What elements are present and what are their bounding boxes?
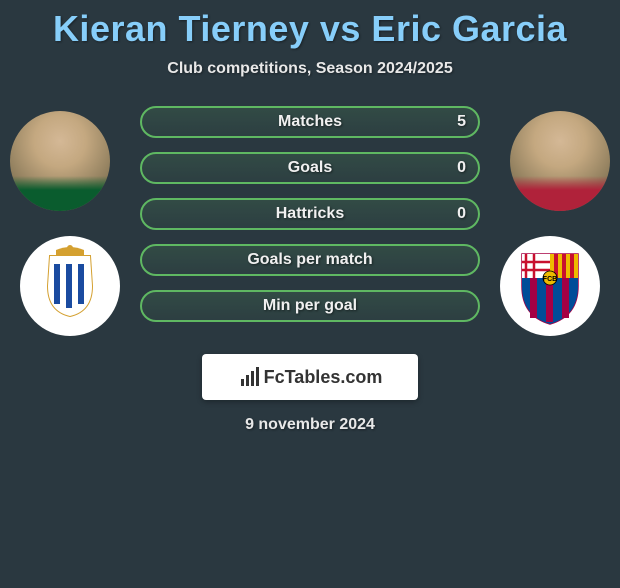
brand-text: FcTables.com [264, 367, 383, 388]
stat-label: Matches [278, 113, 342, 131]
stat-bar-min-per-goal: Min per goal [140, 290, 480, 322]
comparison-panel: FCB Matches 5 Goals 0 Hattricks 0 Goals … [0, 106, 620, 346]
player-photo-right [510, 111, 610, 211]
stat-bar-goals-per-match: Goals per match [140, 244, 480, 276]
player-photo-left [10, 111, 110, 211]
stat-value-right: 5 [457, 113, 466, 131]
chart-icon [238, 365, 262, 389]
stat-value-right: 0 [457, 205, 466, 223]
stat-label: Goals [288, 159, 332, 177]
stat-value-right: 0 [457, 159, 466, 177]
stat-label: Goals per match [247, 251, 372, 269]
date-text: 9 november 2024 [0, 416, 620, 434]
avatar [10, 111, 110, 211]
stat-bar-goals: Goals 0 [140, 152, 480, 184]
page-title: Kieran Tierney vs Eric Garcia [0, 8, 620, 50]
stat-label: Hattricks [276, 205, 344, 223]
stat-bar-hattricks: Hattricks 0 [140, 198, 480, 230]
club-logo-left [20, 236, 120, 336]
stat-label: Min per goal [263, 297, 357, 315]
stat-bar-matches: Matches 5 [140, 106, 480, 138]
club-logo-right: FCB [500, 236, 600, 336]
real-sociedad-crest-icon [20, 236, 120, 336]
svg-text:FCB: FCB [543, 276, 557, 283]
barcelona-crest-icon: FCB [500, 236, 600, 336]
branding-badge: FcTables.com [202, 354, 418, 400]
avatar [510, 111, 610, 211]
stat-bars: Matches 5 Goals 0 Hattricks 0 Goals per … [140, 106, 480, 336]
subtitle: Club competitions, Season 2024/2025 [0, 60, 620, 78]
